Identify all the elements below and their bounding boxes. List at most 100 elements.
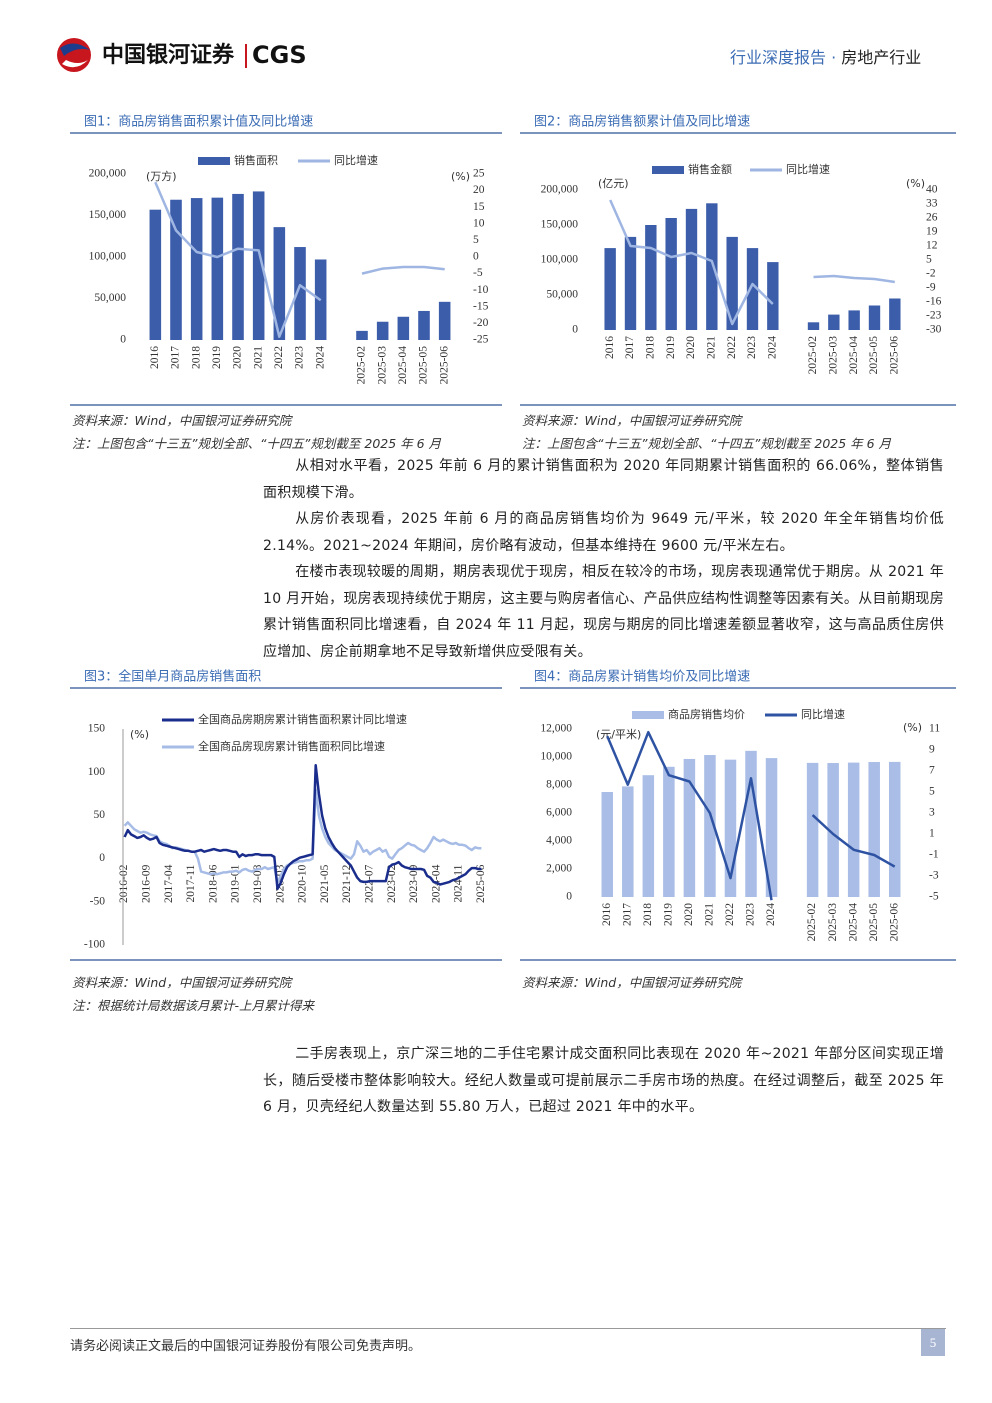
line (123, 764, 482, 891)
bar (888, 761, 901, 897)
bar (645, 225, 657, 330)
x-tick-label: 2018 (642, 903, 654, 926)
bar (665, 218, 677, 330)
x-tick-label: 2020 (683, 903, 695, 926)
x-tick-label: 2025-06 (475, 864, 487, 903)
y-unit: (%) (130, 728, 149, 741)
legend-swatch (198, 157, 230, 165)
y2-tick-label: -16 (926, 296, 942, 308)
bar (624, 236, 637, 330)
bar (704, 755, 716, 897)
y-tick-label: 6,000 (546, 807, 572, 819)
legend-label: 销售面积 (234, 153, 278, 167)
y2-tick-label: 25 (473, 168, 485, 180)
y2-tick-label: 0 (473, 251, 479, 263)
y2-tick-label: 26 (926, 212, 938, 224)
line (606, 730, 896, 901)
chart-title: 图2：商品房销售额累计值及同比增速 (534, 114, 750, 130)
bar (149, 209, 162, 340)
x-tick-label: 2025-02 (356, 346, 368, 385)
x-tick-label: 2017-04 (163, 864, 175, 903)
paragraph: 从房价表现看，2025 年前 6 月的商品房销售均价为 9649 元/平米，较 … (263, 511, 944, 554)
x-tick-label: 2022 (724, 903, 736, 926)
y-tick-label: 0 (120, 334, 126, 346)
y2-unit: (%) (903, 721, 922, 734)
x-tick-label: 2025-03 (376, 346, 388, 385)
bar (868, 305, 881, 330)
x-tick-label: 2017-11 (185, 864, 197, 902)
chart: 图2：商品房销售额累计值及同比增速 0 50,000 100,000 150,000 20… (520, 114, 956, 406)
x-tick-label: 2017 (624, 336, 636, 359)
x-tick-label: 2025-06 (888, 336, 900, 375)
y-tick-label: 2,000 (546, 863, 572, 875)
y2-tick-label: 40 (926, 184, 938, 196)
x-tick-label: 2018-06 (207, 864, 219, 903)
chart: 图1：商品房销售面积累计值及同比增速 0 50,000 100,000 150,000 2… (70, 114, 502, 406)
bar (745, 750, 757, 897)
note: 注：上图包含“十三五”规划全部、“十四五”规划截至 2025 年 6 月 (522, 436, 892, 451)
y2-tick-label: 10 (473, 217, 485, 229)
y2-tick-label: -1 (929, 849, 939, 861)
bar (847, 762, 860, 897)
y2-tick-label: -15 (473, 300, 489, 312)
line (609, 199, 895, 326)
bar (848, 310, 860, 330)
y2-tick-label: 11 (929, 723, 940, 735)
x-tick-label: 2023 (746, 336, 758, 359)
y-tick-label: 0 (566, 891, 572, 903)
x-tick-label: 2021-05 (319, 864, 331, 903)
source: 资料来源：Wind，中国银河证券研究院 (72, 413, 292, 428)
legend-label: 商品房销售均价 (668, 707, 745, 721)
legend-label: 销售金额 (688, 162, 732, 176)
line (154, 181, 445, 338)
y-tick-label: 100,000 (541, 254, 579, 266)
y-tick-label: 0 (572, 324, 578, 336)
source: 资料来源：Wind，中国银河证券研究院 (72, 975, 292, 990)
bar (438, 301, 451, 340)
y-tick-label: 12,000 (540, 723, 572, 735)
legend-label: 同比增速 (801, 707, 845, 721)
y2-unit: (%) (451, 170, 470, 183)
x-tick-label: 2025-04 (397, 346, 409, 385)
y2-tick-label: 33 (926, 198, 938, 210)
source: 资料来源：Wind，中国银河证券研究院 (522, 413, 742, 428)
y2-tick-label: -3 (929, 870, 939, 882)
chart-title: 图3：全国单月商品房销售面积 (84, 669, 261, 685)
bar (211, 197, 224, 340)
x-tick-label: 2022 (726, 336, 738, 359)
bar (765, 758, 778, 897)
bar (868, 762, 880, 897)
x-tick-label: 2025-05 (868, 336, 880, 375)
x-tick-label: 2023 (745, 903, 757, 926)
x-tick-label: 2024 (765, 903, 777, 926)
x-tick-label: 2016-02 (118, 864, 130, 903)
x-tick-label: 2023-09 (408, 864, 420, 903)
bar (663, 766, 675, 897)
y-unit: (万方) (146, 169, 177, 183)
y2-tick-label: 5 (929, 786, 935, 798)
bar (601, 792, 614, 897)
bar (767, 262, 779, 330)
legend-label: 全国商品房现房累计销售面积同比增速 (198, 739, 385, 753)
bar (685, 208, 698, 330)
bar (683, 758, 696, 897)
legend-label: 同比增速 (334, 153, 378, 167)
source: 资料来源：Wind，中国银河证券研究院 (522, 975, 742, 990)
bar (642, 775, 655, 897)
bar (418, 310, 430, 340)
paragraph: 二手房表现上，京广深三地的二手住宅累计成交面积同比表现在 2020 年~2021… (263, 1046, 944, 1116)
x-tick-label: 2025-04 (847, 903, 859, 942)
y2-tick-label: 12 (926, 240, 938, 252)
y-tick-label: 100 (88, 766, 106, 778)
y2-tick-label: -30 (926, 324, 942, 336)
bar (252, 191, 265, 340)
x-tick-label: 2016 (149, 346, 161, 369)
brand: CGS (252, 41, 307, 69)
x-tick-label: 2025-05 (418, 346, 430, 385)
logo: 中国银河证券 CGS (57, 38, 307, 72)
legend-swatch (632, 711, 664, 719)
y-tick-label: 50,000 (94, 292, 126, 304)
disclaimer: 请务必阅读正文最后的中国银河证券股份有限公司免责声明。 (70, 1339, 422, 1354)
y2-tick-label: -20 (473, 317, 489, 329)
